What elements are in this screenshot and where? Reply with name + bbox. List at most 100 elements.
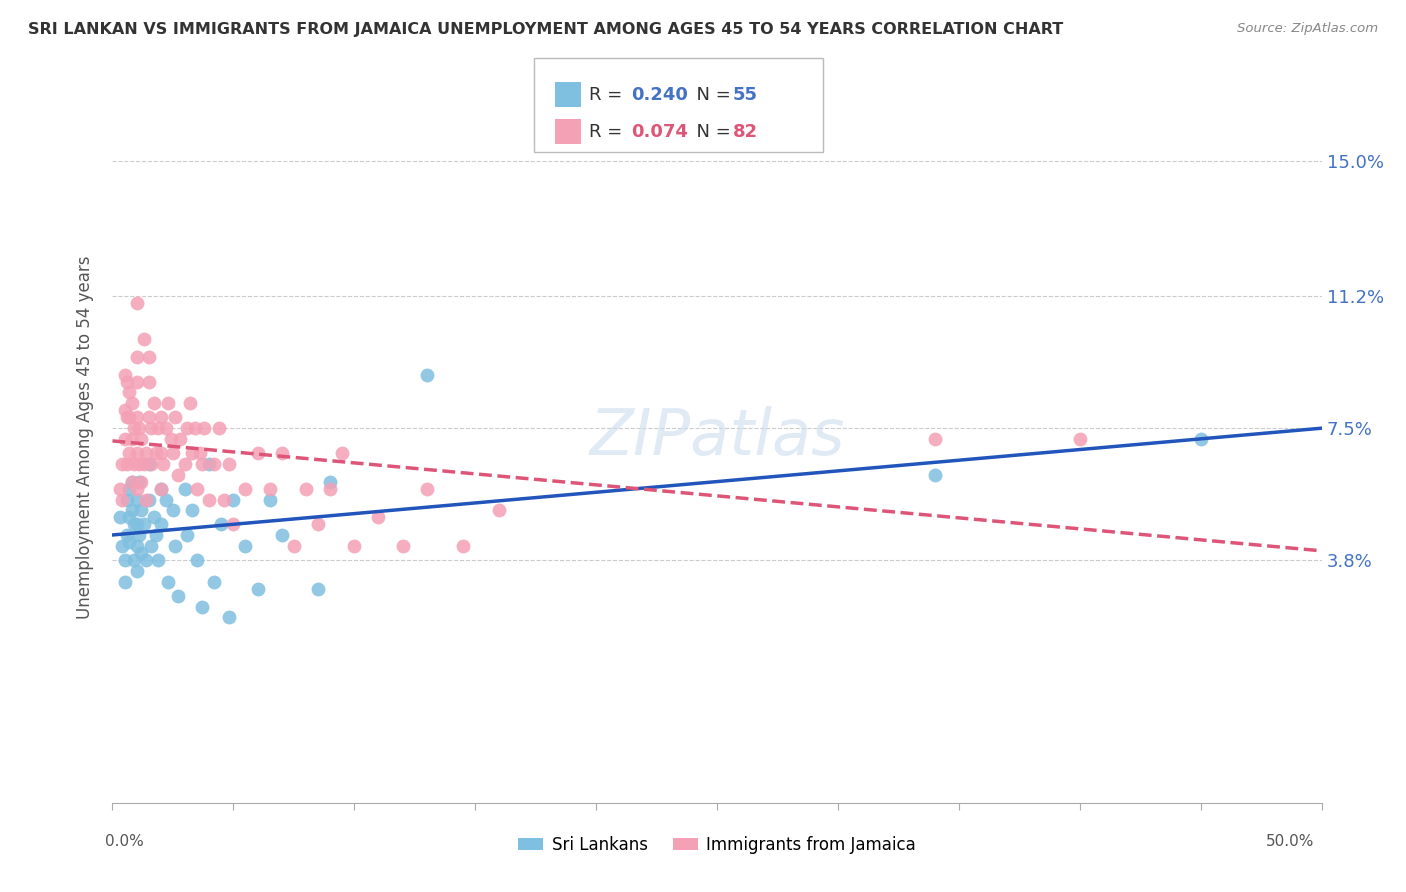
Point — [122, 553, 145, 567]
Point — [181, 446, 204, 460]
Point — [235, 539, 257, 553]
Point — [114, 403, 136, 417]
Y-axis label: Unemployment Among Ages 45 to 54 years: Unemployment Among Ages 45 to 54 years — [76, 255, 94, 619]
Point — [222, 492, 245, 507]
Point — [148, 421, 170, 435]
Point — [152, 457, 174, 471]
Point — [186, 482, 208, 496]
Point — [148, 553, 170, 567]
Point — [330, 446, 353, 460]
Point — [488, 503, 510, 517]
Point — [162, 503, 184, 517]
Point — [118, 510, 141, 524]
Point — [138, 375, 160, 389]
Point — [111, 457, 134, 471]
Text: 0.0%: 0.0% — [105, 834, 145, 849]
Point — [131, 546, 153, 560]
Point — [125, 539, 148, 553]
Point — [135, 446, 157, 460]
Point — [131, 503, 153, 517]
Point — [183, 421, 205, 435]
Point — [174, 482, 197, 496]
Point — [222, 517, 245, 532]
Point — [132, 457, 155, 471]
Point — [125, 564, 148, 578]
Point — [924, 467, 946, 482]
Point — [125, 517, 148, 532]
Point — [416, 482, 439, 496]
Point — [132, 332, 155, 346]
Point — [188, 446, 211, 460]
Point — [121, 396, 143, 410]
Point — [125, 350, 148, 364]
Point — [157, 396, 180, 410]
Text: N =: N = — [685, 86, 737, 103]
Point — [212, 492, 235, 507]
Point — [128, 457, 150, 471]
Point — [162, 446, 184, 460]
Point — [343, 539, 366, 553]
Point — [159, 432, 181, 446]
Point — [131, 432, 153, 446]
Point — [114, 432, 136, 446]
Point — [307, 582, 329, 596]
Point — [198, 457, 221, 471]
Point — [125, 375, 148, 389]
Point — [131, 475, 153, 489]
Point — [246, 446, 269, 460]
Point — [142, 396, 165, 410]
Point — [181, 503, 204, 517]
Point — [149, 410, 172, 425]
Point — [118, 482, 141, 496]
Point — [118, 410, 141, 425]
Point — [1189, 432, 1212, 446]
Point — [218, 610, 240, 624]
Point — [115, 410, 138, 425]
Point — [451, 539, 474, 553]
Point — [169, 432, 191, 446]
Legend: Sri Lankans, Immigrants from Jamaica: Sri Lankans, Immigrants from Jamaica — [512, 829, 922, 860]
Point — [128, 421, 150, 435]
Point — [367, 510, 389, 524]
Point — [141, 457, 163, 471]
Point — [155, 421, 177, 435]
Point — [115, 457, 138, 471]
Point — [125, 492, 148, 507]
Point — [319, 482, 342, 496]
Text: 50.0%: 50.0% — [1267, 834, 1315, 849]
Point — [108, 482, 131, 496]
Point — [121, 475, 143, 489]
Point — [115, 528, 138, 542]
Point — [174, 457, 197, 471]
Point — [416, 368, 439, 382]
Point — [128, 475, 150, 489]
Point — [138, 492, 160, 507]
Point — [125, 296, 148, 310]
Point — [270, 446, 292, 460]
Point — [235, 482, 257, 496]
Point — [165, 539, 187, 553]
Point — [115, 375, 138, 389]
Point — [125, 446, 148, 460]
Text: ZIPatlas: ZIPatlas — [589, 406, 845, 468]
Point — [307, 517, 329, 532]
Point — [924, 432, 946, 446]
Point — [246, 582, 269, 596]
Point — [179, 396, 201, 410]
Point — [149, 446, 172, 460]
Point — [191, 599, 214, 614]
Point — [149, 482, 172, 496]
Point — [259, 492, 281, 507]
Point — [111, 492, 134, 507]
Point — [114, 368, 136, 382]
Point — [142, 510, 165, 524]
Point — [193, 421, 215, 435]
Point — [202, 457, 225, 471]
Point — [157, 574, 180, 589]
Point — [198, 492, 221, 507]
Text: 0.240: 0.240 — [631, 86, 688, 103]
Point — [118, 446, 141, 460]
Point — [149, 482, 172, 496]
Point — [128, 528, 150, 542]
Point — [295, 482, 318, 496]
